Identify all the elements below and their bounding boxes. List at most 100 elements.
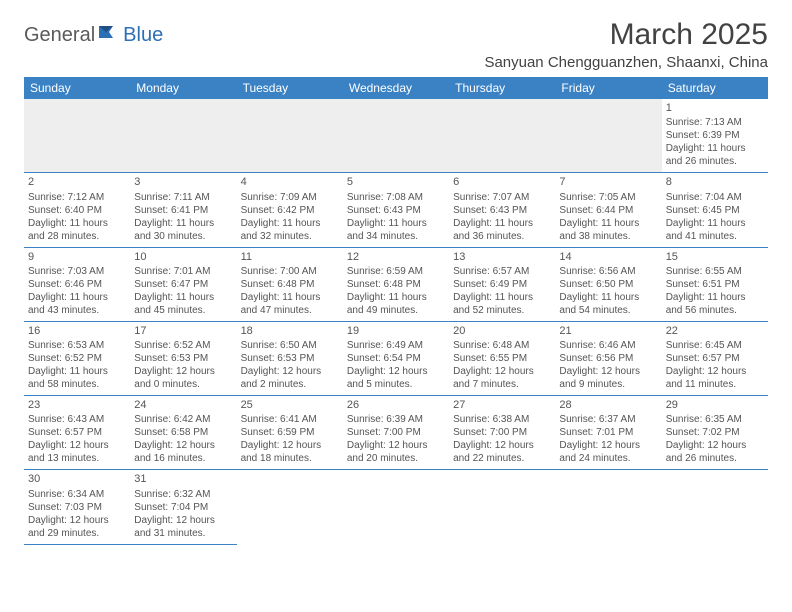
daylight-line-1: Daylight: 12 hours — [134, 439, 232, 452]
daylight-line-2: and 30 minutes. — [134, 230, 232, 243]
calendar-cell: 24Sunrise: 6:42 AMSunset: 6:58 PMDayligh… — [130, 396, 236, 470]
calendar-cell — [237, 470, 343, 544]
sunrise-line: Sunrise: 7:04 AM — [666, 191, 764, 204]
calendar-cell: 23Sunrise: 6:43 AMSunset: 6:57 PMDayligh… — [24, 396, 130, 470]
daylight-line-2: and 36 minutes. — [453, 230, 551, 243]
day-number: 15 — [666, 250, 764, 264]
daylight-line-1: Daylight: 12 hours — [666, 439, 764, 452]
daylight-line-1: Daylight: 11 hours — [666, 217, 764, 230]
day-number: 20 — [453, 324, 551, 338]
calendar-cell: 15Sunrise: 6:55 AMSunset: 6:51 PMDayligh… — [662, 247, 768, 321]
daylight-line-1: Daylight: 12 hours — [453, 365, 551, 378]
sunset-line: Sunset: 6:48 PM — [241, 278, 339, 291]
weekday-header: Tuesday — [237, 77, 343, 99]
daylight-line-1: Daylight: 12 hours — [28, 514, 126, 527]
daylight-line-1: Daylight: 12 hours — [241, 439, 339, 452]
daylight-line-2: and 9 minutes. — [559, 378, 657, 391]
daylight-line-2: and 11 minutes. — [666, 378, 764, 391]
daylight-line-2: and 45 minutes. — [134, 304, 232, 317]
calendar-row: 2Sunrise: 7:12 AMSunset: 6:40 PMDaylight… — [24, 173, 768, 247]
daylight-line-2: and 43 minutes. — [28, 304, 126, 317]
sunrise-line: Sunrise: 7:12 AM — [28, 191, 126, 204]
sunrise-line: Sunrise: 7:01 AM — [134, 265, 232, 278]
header: General Blue March 2025 Sanyuan Chenggua… — [24, 18, 768, 71]
sunrise-line: Sunrise: 6:34 AM — [28, 488, 126, 501]
sunset-line: Sunset: 7:03 PM — [28, 501, 126, 514]
day-number: 6 — [453, 175, 551, 189]
day-number: 3 — [134, 175, 232, 189]
daylight-line-2: and 7 minutes. — [453, 378, 551, 391]
day-number: 1 — [666, 101, 764, 115]
flag-icon — [99, 24, 121, 47]
calendar-cell: 28Sunrise: 6:37 AMSunset: 7:01 PMDayligh… — [555, 396, 661, 470]
daylight-line-2: and 5 minutes. — [347, 378, 445, 391]
day-number: 8 — [666, 175, 764, 189]
sunset-line: Sunset: 6:59 PM — [241, 426, 339, 439]
calendar-cell: 5Sunrise: 7:08 AMSunset: 6:43 PMDaylight… — [343, 173, 449, 247]
day-number: 4 — [241, 175, 339, 189]
sunset-line: Sunset: 6:41 PM — [134, 204, 232, 217]
day-number: 27 — [453, 398, 551, 412]
calendar-row: 1Sunrise: 7:13 AMSunset: 6:39 PMDaylight… — [24, 99, 768, 173]
day-number: 28 — [559, 398, 657, 412]
calendar-cell — [555, 470, 661, 544]
calendar-cell: 1Sunrise: 7:13 AMSunset: 6:39 PMDaylight… — [662, 99, 768, 173]
sunrise-line: Sunrise: 7:13 AM — [666, 116, 764, 129]
daylight-line-1: Daylight: 12 hours — [347, 365, 445, 378]
sunrise-line: Sunrise: 6:41 AM — [241, 413, 339, 426]
daylight-line-1: Daylight: 12 hours — [453, 439, 551, 452]
title-block: March 2025 Sanyuan Chengguanzhen, Shaanx… — [484, 18, 768, 71]
sunrise-line: Sunrise: 6:32 AM — [134, 488, 232, 501]
daylight-line-2: and 52 minutes. — [453, 304, 551, 317]
location: Sanyuan Chengguanzhen, Shaanxi, China — [484, 54, 768, 71]
day-number: 22 — [666, 324, 764, 338]
calendar-cell: 6Sunrise: 7:07 AMSunset: 6:43 PMDaylight… — [449, 173, 555, 247]
calendar-cell — [237, 99, 343, 173]
daylight-line-2: and 20 minutes. — [347, 452, 445, 465]
day-number: 13 — [453, 250, 551, 264]
sunset-line: Sunset: 7:00 PM — [453, 426, 551, 439]
sunset-line: Sunset: 6:44 PM — [559, 204, 657, 217]
day-number: 7 — [559, 175, 657, 189]
calendar-cell: 29Sunrise: 6:35 AMSunset: 7:02 PMDayligh… — [662, 396, 768, 470]
calendar-cell — [343, 470, 449, 544]
day-number: 17 — [134, 324, 232, 338]
day-number: 18 — [241, 324, 339, 338]
calendar-cell: 16Sunrise: 6:53 AMSunset: 6:52 PMDayligh… — [24, 321, 130, 395]
calendar-cell: 31Sunrise: 6:32 AMSunset: 7:04 PMDayligh… — [130, 470, 236, 544]
sunrise-line: Sunrise: 7:03 AM — [28, 265, 126, 278]
sunrise-line: Sunrise: 7:09 AM — [241, 191, 339, 204]
sunrise-line: Sunrise: 6:59 AM — [347, 265, 445, 278]
weekday-header: Friday — [555, 77, 661, 99]
weekday-header-row: SundayMondayTuesdayWednesdayThursdayFrid… — [24, 77, 768, 99]
sunrise-line: Sunrise: 6:55 AM — [666, 265, 764, 278]
day-number: 26 — [347, 398, 445, 412]
calendar-cell: 17Sunrise: 6:52 AMSunset: 6:53 PMDayligh… — [130, 321, 236, 395]
day-number: 21 — [559, 324, 657, 338]
daylight-line-2: and 0 minutes. — [134, 378, 232, 391]
calendar-cell: 2Sunrise: 7:12 AMSunset: 6:40 PMDaylight… — [24, 173, 130, 247]
sunset-line: Sunset: 6:45 PM — [666, 204, 764, 217]
daylight-line-1: Daylight: 11 hours — [347, 291, 445, 304]
sunrise-line: Sunrise: 6:49 AM — [347, 339, 445, 352]
sunset-line: Sunset: 6:52 PM — [28, 352, 126, 365]
sunset-line: Sunset: 6:39 PM — [666, 129, 764, 142]
calendar-cell: 20Sunrise: 6:48 AMSunset: 6:55 PMDayligh… — [449, 321, 555, 395]
daylight-line-1: Daylight: 11 hours — [559, 291, 657, 304]
sunset-line: Sunset: 6:47 PM — [134, 278, 232, 291]
daylight-line-1: Daylight: 11 hours — [28, 291, 126, 304]
calendar-cell: 9Sunrise: 7:03 AMSunset: 6:46 PMDaylight… — [24, 247, 130, 321]
sunset-line: Sunset: 6:46 PM — [28, 278, 126, 291]
daylight-line-2: and 28 minutes. — [28, 230, 126, 243]
brand-part2: Blue — [123, 24, 163, 47]
sunset-line: Sunset: 6:54 PM — [347, 352, 445, 365]
daylight-line-2: and 32 minutes. — [241, 230, 339, 243]
sunrise-line: Sunrise: 7:00 AM — [241, 265, 339, 278]
sunset-line: Sunset: 6:57 PM — [28, 426, 126, 439]
day-number: 29 — [666, 398, 764, 412]
calendar-cell — [130, 99, 236, 173]
daylight-line-1: Daylight: 12 hours — [134, 514, 232, 527]
day-number: 25 — [241, 398, 339, 412]
daylight-line-2: and 49 minutes. — [347, 304, 445, 317]
weekday-header: Saturday — [662, 77, 768, 99]
